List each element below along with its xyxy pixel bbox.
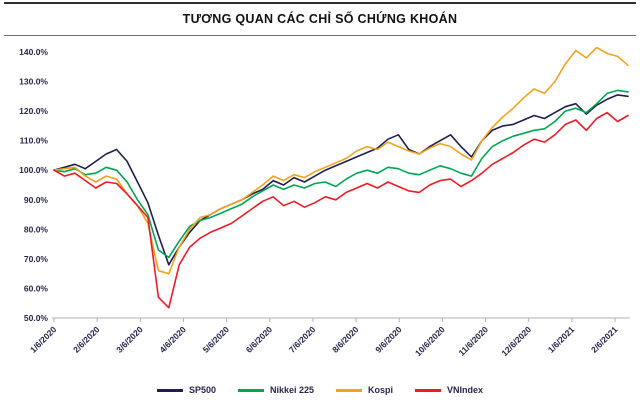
- svg-text:6/6/2020: 6/6/2020: [244, 324, 275, 355]
- legend-label: VNIndex: [447, 385, 484, 395]
- legend-item: VNIndex: [415, 385, 483, 395]
- chart-header: TƯƠNG QUAN CÁC CHỈ SỐ CHỨNG KHOÁN: [4, 2, 636, 36]
- svg-text:8/6/2020: 8/6/2020: [330, 324, 361, 355]
- legend: SP500 Nikkei 225 Kospi VNIndex: [0, 385, 640, 395]
- svg-text:110.0%: 110.0%: [20, 136, 49, 146]
- svg-text:80.0%: 80.0%: [24, 224, 49, 234]
- svg-text:2/6/2021: 2/6/2021: [589, 324, 620, 355]
- svg-text:70.0%: 70.0%: [24, 254, 49, 264]
- series-line-kospi: [53, 46, 629, 275]
- svg-text:120.0%: 120.0%: [19, 106, 48, 116]
- legend-swatch: [415, 388, 442, 392]
- svg-text:4/6/2020: 4/6/2020: [157, 324, 188, 355]
- svg-text:90.0%: 90.0%: [24, 195, 49, 205]
- svg-text:10/6/2020: 10/6/2020: [413, 324, 447, 358]
- chart-svg: 50.0% 60.0% 70.0% 80.0% 90.0% 100.0% 110.0% 120…: [19, 46, 630, 358]
- svg-text:9/6/2020: 9/6/2020: [373, 324, 404, 355]
- legend-item: Nikkei 225: [237, 385, 315, 395]
- svg-text:1/6/2021: 1/6/2021: [546, 324, 577, 355]
- legend-swatch: [156, 388, 183, 392]
- series-line-nikkei-225: [53, 89, 629, 259]
- legend-swatch: [336, 388, 363, 392]
- svg-text:2/6/2020: 2/6/2020: [71, 324, 102, 355]
- svg-text:11/6/2020: 11/6/2020: [457, 324, 491, 358]
- legend-label: Kospi: [368, 385, 394, 395]
- svg-text:50.0%: 50.0%: [24, 313, 49, 323]
- svg-text:60.0%: 60.0%: [24, 283, 49, 293]
- svg-text:1/6/2020: 1/6/2020: [28, 324, 59, 355]
- svg-text:130.0%: 130.0%: [19, 77, 48, 87]
- page-title: TƯƠNG QUAN CÁC CHỈ SỐ CHỨNG KHOÁN: [182, 12, 458, 26]
- series-line-sp500: [53, 94, 629, 266]
- svg-text:3/6/2020: 3/6/2020: [114, 324, 145, 355]
- svg-text:100.0%: 100.0%: [19, 165, 48, 175]
- legend-label: SP500: [188, 385, 216, 395]
- legend-swatch: [237, 388, 264, 392]
- series-line-vnindex: [53, 111, 629, 309]
- svg-text:5/6/2020: 5/6/2020: [201, 324, 232, 355]
- svg-text:140.0%: 140.0%: [19, 47, 48, 57]
- legend-item: Kospi: [336, 385, 393, 395]
- legend-label: Nikkei 225: [269, 385, 315, 395]
- svg-text:12/6/2020: 12/6/2020: [499, 324, 533, 358]
- legend-item: SP500: [156, 385, 216, 395]
- svg-text:7/6/2020: 7/6/2020: [287, 324, 318, 355]
